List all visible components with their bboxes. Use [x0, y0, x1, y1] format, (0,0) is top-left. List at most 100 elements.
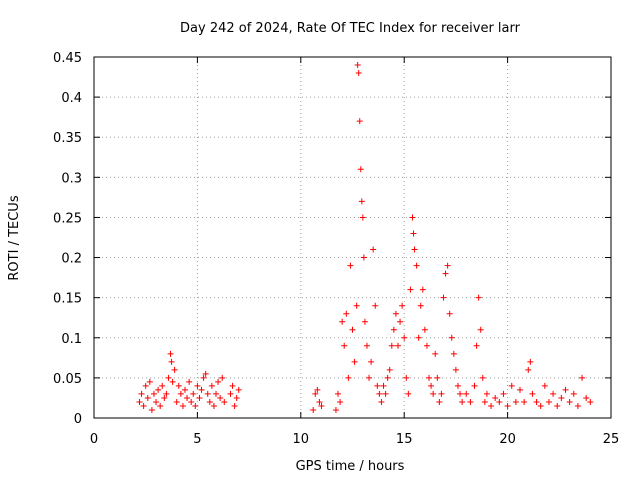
data-point [473, 342, 480, 349]
data-point [186, 378, 193, 385]
data-point [190, 390, 197, 397]
data-point [410, 230, 417, 237]
data-point [471, 382, 478, 389]
data-point [235, 386, 242, 393]
data-point [517, 386, 524, 393]
data-point [570, 390, 577, 397]
data-point [368, 358, 375, 365]
data-point [363, 342, 370, 349]
data-point [401, 334, 408, 341]
data-point [558, 394, 565, 401]
data-point [388, 342, 395, 349]
data-point [148, 406, 155, 413]
data-point [504, 402, 511, 409]
data-points [136, 62, 594, 413]
data-point [448, 334, 455, 341]
data-point [512, 398, 519, 405]
data-point [345, 374, 352, 381]
data-point [157, 402, 164, 409]
axis-ticks: 0 5 10 15 20 25 0 0.05 0.1 0.15 0.2 0.25 0.3 0.35 0.4 0… [53, 51, 619, 447]
data-point [399, 302, 406, 309]
data-point [405, 390, 412, 397]
data-point [161, 394, 168, 401]
data-point [541, 382, 548, 389]
data-point [339, 318, 346, 325]
data-point [392, 310, 399, 317]
data-point [550, 390, 557, 397]
data-point [529, 390, 536, 397]
data-point [423, 342, 430, 349]
data-point [454, 382, 461, 389]
data-point [206, 398, 213, 405]
data-point [426, 374, 433, 381]
data-point [353, 302, 360, 309]
x-tick-label: 15 [396, 432, 413, 447]
data-point [432, 350, 439, 357]
data-point [219, 374, 226, 381]
data-point [452, 366, 459, 373]
data-point [233, 394, 240, 401]
data-point [457, 390, 464, 397]
data-point [554, 402, 561, 409]
data-point [217, 394, 224, 401]
data-point [318, 402, 325, 409]
data-point [231, 402, 238, 409]
data-point [167, 350, 174, 357]
y-tick-label: 0.1 [61, 332, 82, 347]
data-point [537, 402, 544, 409]
y-tick-label: 0 [74, 412, 82, 427]
data-point [492, 394, 499, 401]
data-point [136, 398, 143, 405]
y-tick-label: 0.2 [61, 252, 82, 267]
data-point [479, 374, 486, 381]
y-tick-label: 0.05 [53, 372, 82, 387]
data-point [442, 270, 449, 277]
data-point [566, 398, 573, 405]
data-point [159, 382, 166, 389]
data-point [521, 398, 528, 405]
data-point [413, 262, 420, 269]
data-point [227, 390, 234, 397]
y-tick-label: 0.15 [53, 292, 82, 307]
data-point [349, 326, 356, 333]
data-point [421, 326, 428, 333]
data-point [500, 390, 507, 397]
x-tick-label: 20 [499, 432, 516, 447]
data-point [562, 386, 569, 393]
data-point [403, 374, 410, 381]
data-point [168, 358, 175, 365]
data-point [444, 262, 451, 269]
data-point [175, 382, 182, 389]
data-point [527, 358, 534, 365]
y-tick-label: 0.4 [61, 91, 82, 106]
data-point [378, 398, 385, 405]
data-point [153, 398, 160, 405]
data-point [146, 378, 153, 385]
x-tick-label: 25 [603, 432, 620, 447]
data-point [440, 294, 447, 301]
data-point [533, 398, 540, 405]
data-point [343, 310, 350, 317]
data-point [229, 382, 236, 389]
data-point [155, 386, 162, 393]
data-point [525, 366, 532, 373]
data-point [208, 382, 215, 389]
data-point [310, 406, 317, 413]
data-point [335, 390, 342, 397]
data-point [210, 402, 217, 409]
data-point [192, 402, 199, 409]
data-point [196, 394, 203, 401]
data-point [150, 390, 157, 397]
data-point [583, 394, 590, 401]
data-point [438, 390, 445, 397]
data-point [428, 382, 435, 389]
data-point [202, 370, 209, 377]
data-point [358, 198, 365, 205]
data-point [314, 386, 321, 393]
grid-lines [94, 57, 611, 418]
data-point [181, 386, 188, 393]
x-axis-label: GPS time / hours [296, 459, 405, 474]
data-point [188, 398, 195, 405]
x-tick-label: 5 [193, 432, 201, 447]
